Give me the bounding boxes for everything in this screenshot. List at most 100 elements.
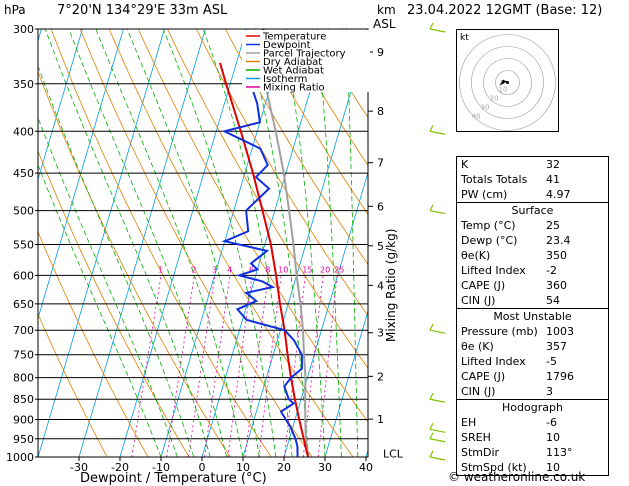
height-tick-label: 3 — [377, 327, 384, 340]
mixing-ratio-label: 20 — [320, 265, 330, 274]
temp-tick-label: 0 — [199, 461, 206, 474]
temperature-trace — [219, 62, 310, 457]
index-row: PW (cm) 4.97 — [457, 187, 608, 202]
hodograph-ring — [459, 34, 556, 131]
wind-barb-feather — [429, 124, 434, 132]
pressure-tick-label: 1000 — [6, 451, 34, 464]
dry-adiabat-line — [254, 29, 368, 216]
footer-credit: © weatheronline.co.uk — [448, 470, 586, 484]
height-tick-label: 8 — [377, 105, 384, 118]
index-label: Dewp (°C) — [461, 234, 518, 247]
mixing-ratio-label: 3 — [212, 265, 217, 274]
mixing-ratio-line — [244, 275, 269, 457]
wind-barb — [429, 428, 446, 433]
index-label: CIN (J) — [461, 385, 496, 398]
wind-barb-feather — [429, 432, 434, 440]
index-row: CIN (J) 54 — [457, 293, 608, 308]
height-tick-label: 6 — [377, 200, 384, 213]
index-label: Pressure (mb) — [461, 325, 538, 338]
index-row: Pressure (mb) 1003 — [457, 324, 608, 339]
index-row: Lifted Index -5 — [457, 354, 608, 369]
parcel-trace — [264, 83, 310, 457]
hodograph-title: Hodograph — [502, 401, 563, 414]
index-row: θe(K) 350 — [457, 248, 608, 263]
wind-barb-feather — [429, 450, 434, 458]
pressure-tick-label: 450 — [13, 167, 34, 180]
legend-label: Temperature — [262, 32, 326, 43]
wind-barb — [429, 130, 446, 135]
wind-barb — [429, 28, 446, 33]
index-value: -6 — [546, 416, 557, 429]
dewpoint-trace — [221, 29, 303, 457]
height-tick-label: 9 — [377, 46, 384, 59]
index-row: StmDir 113° — [457, 445, 608, 460]
isotherm-line — [38, 29, 124, 320]
legend-label: Parcel Trajectory — [263, 49, 346, 60]
index-row: Lifted Index -2 — [457, 263, 608, 278]
wind-barbs — [429, 22, 446, 461]
index-row: Dewp (°C) 23.4 — [457, 233, 608, 248]
index-value: 113° — [546, 446, 573, 459]
mixing-ratio-label: 2 — [191, 265, 196, 274]
temp-tick-label: 30 — [318, 461, 332, 474]
hodograph-ring — [483, 58, 532, 107]
wind-barb — [429, 438, 446, 443]
index-label: K — [461, 158, 469, 171]
mixing-ratio-label: 10 — [278, 265, 288, 274]
index-label: Lifted Index — [461, 355, 526, 368]
index-value: 10 — [546, 431, 560, 444]
hodograph-frame — [456, 29, 559, 132]
wind-barb — [429, 329, 446, 334]
mixing-ratio-axis-label: Mixing Ratio (g/kg) — [384, 229, 398, 342]
index-row: CAPE (J) 1796 — [457, 369, 608, 384]
index-row: K 32 — [457, 157, 608, 172]
index-value: -5 — [546, 355, 557, 368]
index-value: 25 — [546, 219, 560, 232]
dry-adiabat-line — [50, 29, 272, 457]
legend-label: Dewpoint — [263, 40, 311, 51]
index-value: 3 — [546, 385, 553, 398]
mixing-ratio-label: 8 — [265, 265, 270, 274]
wind-barb — [429, 456, 446, 461]
index-value: 350 — [546, 249, 567, 262]
indices-table: K 32 Totals Totals 41 PW (cm) 4.97 Surface Te… — [456, 156, 609, 476]
x-axis-label: Dewpoint / Temperature (°C) — [80, 471, 267, 486]
index-row: EH -6 — [457, 415, 608, 430]
isotherm-line — [324, 310, 368, 457]
height-tick-label: 1 — [377, 413, 384, 426]
pressure-tick-label: 950 — [13, 433, 34, 446]
dry-adiabat-line — [283, 29, 368, 167]
height-tick-label: 2 — [377, 370, 384, 383]
index-value: 23.4 — [546, 234, 571, 247]
pressure-unit: hPa — [4, 3, 26, 17]
height-tick-label: 4 — [377, 279, 384, 292]
pressure-tick-label: 700 — [13, 324, 34, 337]
index-label: EH — [461, 416, 477, 429]
legend-label: Mixing Ratio — [263, 83, 325, 94]
hodograph-ring — [495, 70, 520, 95]
mixing-ratio-label: 1 — [158, 265, 163, 274]
dry-adiabat-line — [196, 29, 368, 317]
pressure-tick-label: 750 — [13, 349, 34, 362]
index-label: θe (K) — [461, 340, 494, 353]
index-row: Temp (°C) 25 — [457, 218, 608, 233]
axes: 3003504004505005506006507007508008509009… — [6, 23, 404, 474]
background-lines: 1 2 3 4 6 8 10 15 20 25 — [38, 29, 368, 457]
pressure-tick-label: 500 — [13, 205, 34, 218]
surface-title: Surface — [511, 204, 554, 217]
isotherm-line — [201, 29, 329, 457]
sounding-traces — [219, 29, 310, 457]
hodograph-center — [506, 81, 509, 84]
mixing-ratio-label: 6 — [249, 265, 254, 274]
index-label: Lifted Index — [461, 264, 526, 277]
wind-barb-feather — [429, 22, 434, 30]
isotherm-line — [160, 29, 288, 457]
pressure-tick-label: 300 — [13, 23, 34, 36]
hodograph-ring-label: 30 — [481, 104, 490, 112]
mixing-ratio-line — [166, 275, 195, 457]
index-label: CIN (J) — [461, 294, 496, 307]
temp-tick-label: 20 — [277, 461, 291, 474]
index-row: Totals Totals 41 — [457, 172, 608, 187]
index-value: 360 — [546, 279, 567, 292]
